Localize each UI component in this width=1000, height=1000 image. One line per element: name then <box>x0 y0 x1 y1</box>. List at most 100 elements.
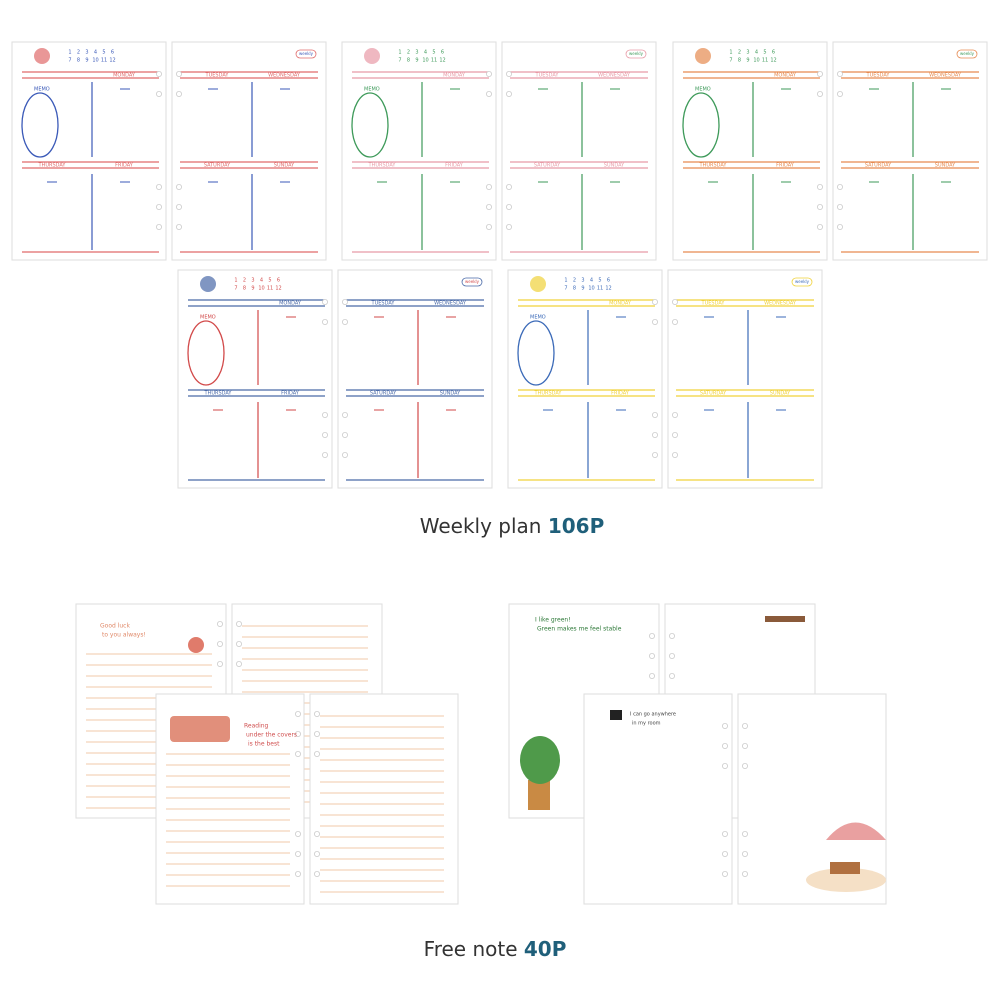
label: SATURDAY <box>204 163 231 169</box>
binder-hole <box>672 411 679 418</box>
hour: 9 <box>415 58 418 64</box>
page <box>171 41 327 261</box>
hour: 9 <box>581 286 584 292</box>
hour: 7 <box>729 58 732 64</box>
binder-hole <box>216 621 223 628</box>
binder-hole <box>742 723 749 730</box>
hour: 3 <box>746 50 749 56</box>
binder-hole <box>817 71 824 78</box>
hour: 2 <box>573 278 576 284</box>
label: FRIDAY <box>281 391 300 397</box>
hour: 4 <box>424 50 427 56</box>
hour: 1 <box>68 50 71 56</box>
binder-hole <box>672 431 679 438</box>
label: FRIDAY <box>776 163 795 169</box>
binder-hole <box>235 641 242 648</box>
hour: 4 <box>755 50 758 56</box>
hour: 10 <box>422 58 428 64</box>
page <box>11 41 167 261</box>
hour: 2 <box>738 50 741 56</box>
hour: 1 <box>564 278 567 284</box>
binder-hole <box>505 91 512 98</box>
sticker <box>695 48 711 64</box>
label: SATURDAY <box>370 391 397 397</box>
binder-hole <box>505 223 512 230</box>
binder-hole <box>722 831 729 838</box>
binder-hole <box>294 751 301 758</box>
binder-hole <box>649 653 656 660</box>
binder-hole <box>313 851 320 858</box>
hour: 5 <box>432 50 435 56</box>
binder-hole <box>669 633 676 640</box>
label: THURSDAY <box>699 163 728 169</box>
binder-hole <box>652 411 659 418</box>
weekly-caption: Weekly plan 106P <box>420 514 605 538</box>
binder-hole <box>321 451 328 458</box>
weekly-title: Weekly plan <box>420 514 542 538</box>
hour: 12 <box>275 286 281 292</box>
binder-hole <box>837 183 844 190</box>
binder-hole <box>175 183 182 190</box>
binder-hole <box>341 298 348 305</box>
rug <box>806 868 886 892</box>
hour: 6 <box>277 278 280 284</box>
hour: 6 <box>441 50 444 56</box>
hour: 12 <box>770 58 776 64</box>
binder-hole <box>669 673 676 680</box>
binder-hole <box>294 831 301 838</box>
free-caption: Free note 40P <box>424 937 567 961</box>
memo-oval <box>21 92 59 158</box>
binder-hole <box>817 91 824 98</box>
quote-line: in my room <box>632 721 661 727</box>
binder-hole <box>722 851 729 858</box>
binder-hole <box>313 831 320 838</box>
label: MONDAY <box>279 301 302 307</box>
memo: MEMO <box>695 87 711 93</box>
binder-hole <box>313 711 320 718</box>
quote-line: Green makes me feel stable <box>537 626 622 633</box>
hook <box>765 616 805 622</box>
page <box>583 693 733 905</box>
label: MONDAY <box>609 301 632 307</box>
hour: 4 <box>94 50 97 56</box>
page <box>309 693 459 905</box>
label: THURSDAY <box>38 163 67 169</box>
page <box>341 41 497 261</box>
binder-hole <box>294 871 301 878</box>
badge <box>956 49 978 59</box>
hour: 6 <box>607 278 610 284</box>
hour: 5 <box>598 278 601 284</box>
plant-pot <box>528 780 550 810</box>
label: SATURDAY <box>700 391 727 397</box>
label: SUNDAY <box>274 163 295 169</box>
binder-hole <box>175 71 182 78</box>
binder-hole <box>321 318 328 325</box>
quote-line: to you always! <box>102 632 146 639</box>
binder-hole <box>155 223 162 230</box>
binder-hole <box>652 451 659 458</box>
hour: 12 <box>605 286 611 292</box>
binder-hole <box>672 298 679 305</box>
badge-label: weekly <box>960 51 975 56</box>
hour: 8 <box>243 286 246 292</box>
binder-hole <box>505 71 512 78</box>
hour: 10 <box>258 286 264 292</box>
page <box>337 269 493 489</box>
hour: 2 <box>243 278 246 284</box>
badge <box>791 277 813 287</box>
binder-hole <box>485 223 492 230</box>
binder-hole <box>722 763 729 770</box>
binder-hole <box>649 633 656 640</box>
binder-hole <box>742 871 749 878</box>
label: WEDNESDAY <box>764 301 797 307</box>
hour: 10 <box>92 58 98 64</box>
binder-hole <box>313 731 320 738</box>
hour: 4 <box>260 278 263 284</box>
label: THURSDAY <box>534 391 563 397</box>
chair <box>830 862 860 874</box>
hour: 8 <box>77 58 80 64</box>
binder-hole <box>722 871 729 878</box>
label: SUNDAY <box>770 391 791 397</box>
memo-oval <box>187 320 225 386</box>
hour: 3 <box>251 278 254 284</box>
